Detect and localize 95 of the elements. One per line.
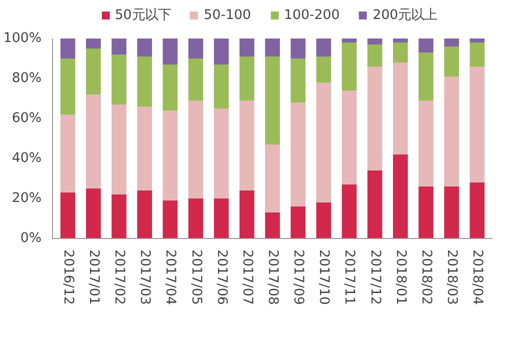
bar bbox=[342, 38, 357, 42]
bar bbox=[188, 38, 204, 58]
bar bbox=[112, 194, 126, 238]
bar bbox=[60, 114, 76, 192]
bar bbox=[240, 38, 254, 56]
bar bbox=[470, 38, 485, 42]
x-tick-label: 2017/07 bbox=[239, 250, 254, 305]
bar bbox=[112, 54, 126, 104]
bar bbox=[240, 100, 254, 190]
x-tick-label: 2017/05 bbox=[188, 250, 204, 305]
bar bbox=[418, 100, 434, 186]
bar bbox=[214, 38, 229, 64]
x-tick-label: 2017/11 bbox=[342, 250, 357, 305]
bar bbox=[240, 56, 254, 100]
bar bbox=[418, 38, 434, 52]
bar bbox=[392, 38, 408, 42]
bar bbox=[470, 182, 485, 238]
bar bbox=[240, 190, 254, 238]
x-tick-label: 2017/06 bbox=[214, 250, 229, 305]
bar bbox=[418, 186, 434, 238]
bar bbox=[342, 42, 357, 90]
bar bbox=[86, 38, 101, 48]
bar bbox=[86, 48, 101, 94]
bar bbox=[137, 190, 152, 238]
bar bbox=[342, 90, 357, 184]
bar bbox=[316, 56, 332, 82]
bar bbox=[137, 56, 152, 106]
bar bbox=[265, 144, 280, 212]
x-tick-label: 2017/09 bbox=[290, 250, 306, 305]
y-tick-label: 60% bbox=[12, 111, 42, 126]
bar bbox=[290, 102, 306, 206]
x-tick-label: 2017/03 bbox=[137, 250, 152, 305]
bar bbox=[86, 94, 101, 188]
legend-label: 200元以上 bbox=[372, 6, 438, 24]
bar bbox=[214, 64, 229, 108]
bar bbox=[214, 198, 229, 238]
bar bbox=[444, 186, 459, 238]
bar bbox=[444, 46, 459, 76]
x-tick-label: 2017/02 bbox=[112, 250, 127, 305]
x-tick-label: 2018/03 bbox=[444, 250, 460, 305]
bar bbox=[316, 38, 332, 56]
bar bbox=[265, 38, 280, 56]
bar bbox=[162, 200, 178, 238]
bar bbox=[418, 52, 434, 100]
x-tick-label: 2017/08 bbox=[265, 250, 280, 305]
x-tick-label: 2017/01 bbox=[86, 250, 101, 305]
bar bbox=[470, 66, 485, 182]
bar bbox=[60, 58, 76, 114]
bar bbox=[392, 42, 408, 62]
y-tick-label: 80% bbox=[12, 71, 42, 86]
bar bbox=[265, 212, 280, 238]
bar bbox=[265, 56, 280, 144]
x-tick-label: 2018/02 bbox=[418, 250, 434, 305]
y-tick-label: 40% bbox=[12, 151, 42, 166]
bar bbox=[137, 106, 152, 190]
bar bbox=[112, 38, 126, 54]
x-tick-label: 2017/10 bbox=[316, 250, 332, 305]
bar bbox=[290, 38, 306, 58]
bar bbox=[188, 198, 204, 238]
bar bbox=[392, 154, 408, 238]
legend-label: 100-200 bbox=[284, 8, 340, 22]
x-tick-label: 2018/04 bbox=[470, 250, 485, 305]
bar bbox=[367, 66, 382, 170]
bar bbox=[60, 38, 76, 58]
bar bbox=[444, 38, 459, 46]
y-tick-label: 0% bbox=[20, 231, 42, 246]
bar bbox=[86, 188, 101, 238]
bar bbox=[112, 104, 126, 194]
x-tick-label: 2017/12 bbox=[367, 250, 382, 305]
bar bbox=[188, 58, 204, 100]
legend-label: 50-100 bbox=[204, 8, 252, 22]
x-tick-label: 2016/12 bbox=[60, 250, 76, 305]
bar bbox=[162, 38, 178, 64]
bar bbox=[392, 62, 408, 154]
bar bbox=[60, 192, 76, 238]
bar bbox=[470, 42, 485, 66]
bar bbox=[290, 206, 306, 238]
bar bbox=[367, 38, 382, 44]
y-tick-label: 20% bbox=[12, 191, 42, 206]
bar bbox=[316, 202, 332, 238]
y-tick-label: 100% bbox=[3, 31, 42, 46]
bar bbox=[162, 64, 178, 110]
bar bbox=[137, 38, 152, 56]
bar bbox=[162, 110, 178, 200]
legend-label: 50元以下 bbox=[114, 7, 171, 24]
bar bbox=[444, 76, 459, 186]
bar bbox=[214, 108, 229, 198]
bar bbox=[367, 44, 382, 66]
x-tick-label: 2018/01 bbox=[392, 250, 408, 305]
bar bbox=[316, 82, 332, 202]
bar bbox=[188, 100, 204, 198]
x-tick-label: 2017/04 bbox=[162, 250, 178, 305]
bar bbox=[290, 58, 306, 102]
bar bbox=[342, 184, 357, 238]
bar bbox=[367, 170, 382, 238]
